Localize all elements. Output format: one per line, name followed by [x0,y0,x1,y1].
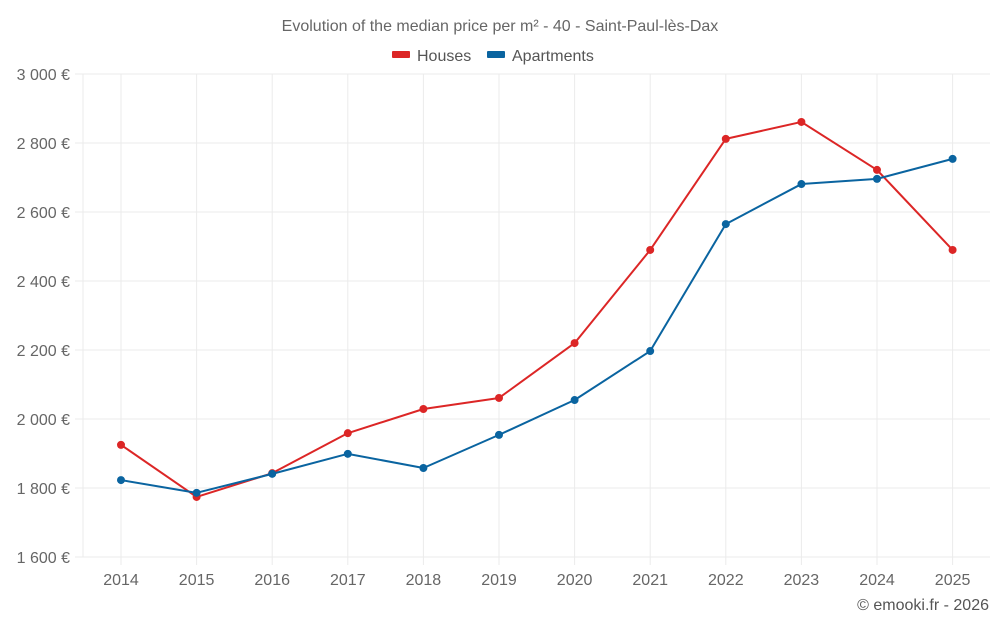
data-point[interactable] [873,165,881,174]
data-point[interactable] [948,154,957,163]
y-tick-label: 2 800 € [17,136,70,153]
series-group [117,117,957,501]
data-point[interactable] [646,347,655,356]
data-point[interactable] [570,339,579,348]
data-point[interactable] [797,180,806,189]
x-tick-label: 2015 [179,572,215,589]
x-tick-label: 2019 [481,572,517,589]
x-tick-label: 2020 [557,572,593,589]
y-tick-label: 3 000 € [17,67,70,84]
data-point[interactable] [495,393,503,402]
legend: Houses Apartments [392,48,594,65]
legend-swatch [487,51,505,58]
x-tick-label: 2018 [406,572,442,589]
x-tick-label: 2023 [784,572,820,589]
data-point[interactable] [419,404,428,413]
data-point[interactable] [495,430,503,439]
data-point[interactable] [268,469,277,478]
x-tick-label: 2024 [859,572,895,589]
series-line [120,157,953,494]
y-tick-label: 2 600 € [17,205,70,222]
y-tick-label: 1 800 € [17,481,70,498]
x-tick-label: 2017 [330,572,366,589]
data-point[interactable] [721,134,730,143]
x-tick-label: 2022 [708,572,744,589]
data-point[interactable] [948,245,957,254]
data-point[interactable] [419,463,428,472]
legend-swatch [392,51,410,58]
data-point[interactable] [797,117,806,126]
legend-label: Apartments [512,48,594,65]
legend-label: Houses [417,48,471,65]
data-point[interactable] [343,449,352,458]
series-apartments [117,154,957,497]
x-gridlines [82,74,954,565]
x-axis: 2014 2015 2016 2017 2018 2019 2020 2021 2022 2023… [103,572,970,589]
data-point[interactable] [570,396,579,405]
y-axis: 1 600 € 1 800 € 2 000 € 2 200 € 2 400 € 2 600… [17,67,70,567]
y-gridlines [75,73,990,558]
y-tick-label: 2 000 € [17,412,70,429]
y-tick-label: 2 400 € [17,274,70,291]
x-tick-label: 2025 [935,572,971,589]
chart-title: Evolution of the median price per m² - 4… [282,18,719,35]
data-point[interactable] [873,174,881,183]
data-point[interactable] [117,440,125,449]
x-tick-label: 2016 [254,572,290,589]
series-line [120,120,954,498]
series-houses [117,117,957,501]
y-tick-label: 2 200 € [17,343,70,360]
legend-item-houses[interactable]: Houses [392,48,471,65]
data-point[interactable] [343,429,352,438]
legend-item-apartments[interactable]: Apartments [487,48,594,65]
data-point[interactable] [192,488,201,497]
data-point[interactable] [117,476,125,485]
y-tick-label: 1 600 € [17,550,70,567]
data-point[interactable] [721,220,730,229]
x-tick-label: 2021 [632,572,668,589]
data-point[interactable] [646,245,655,254]
credit-text: © emooki.fr - 2026 [857,597,989,614]
x-tick-label: 2014 [103,572,139,589]
